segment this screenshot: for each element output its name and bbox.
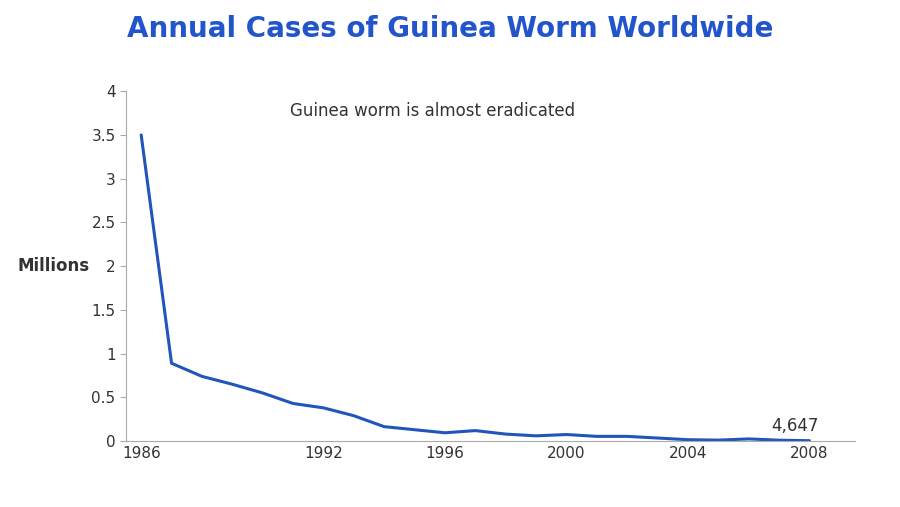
Text: Guinea worm is almost eradicated: Guinea worm is almost eradicated xyxy=(290,102,575,120)
Text: 4,647: 4,647 xyxy=(771,417,819,436)
Text: Annual Cases of Guinea Worm Worldwide: Annual Cases of Guinea Worm Worldwide xyxy=(127,15,773,43)
Y-axis label: Millions: Millions xyxy=(17,257,89,275)
